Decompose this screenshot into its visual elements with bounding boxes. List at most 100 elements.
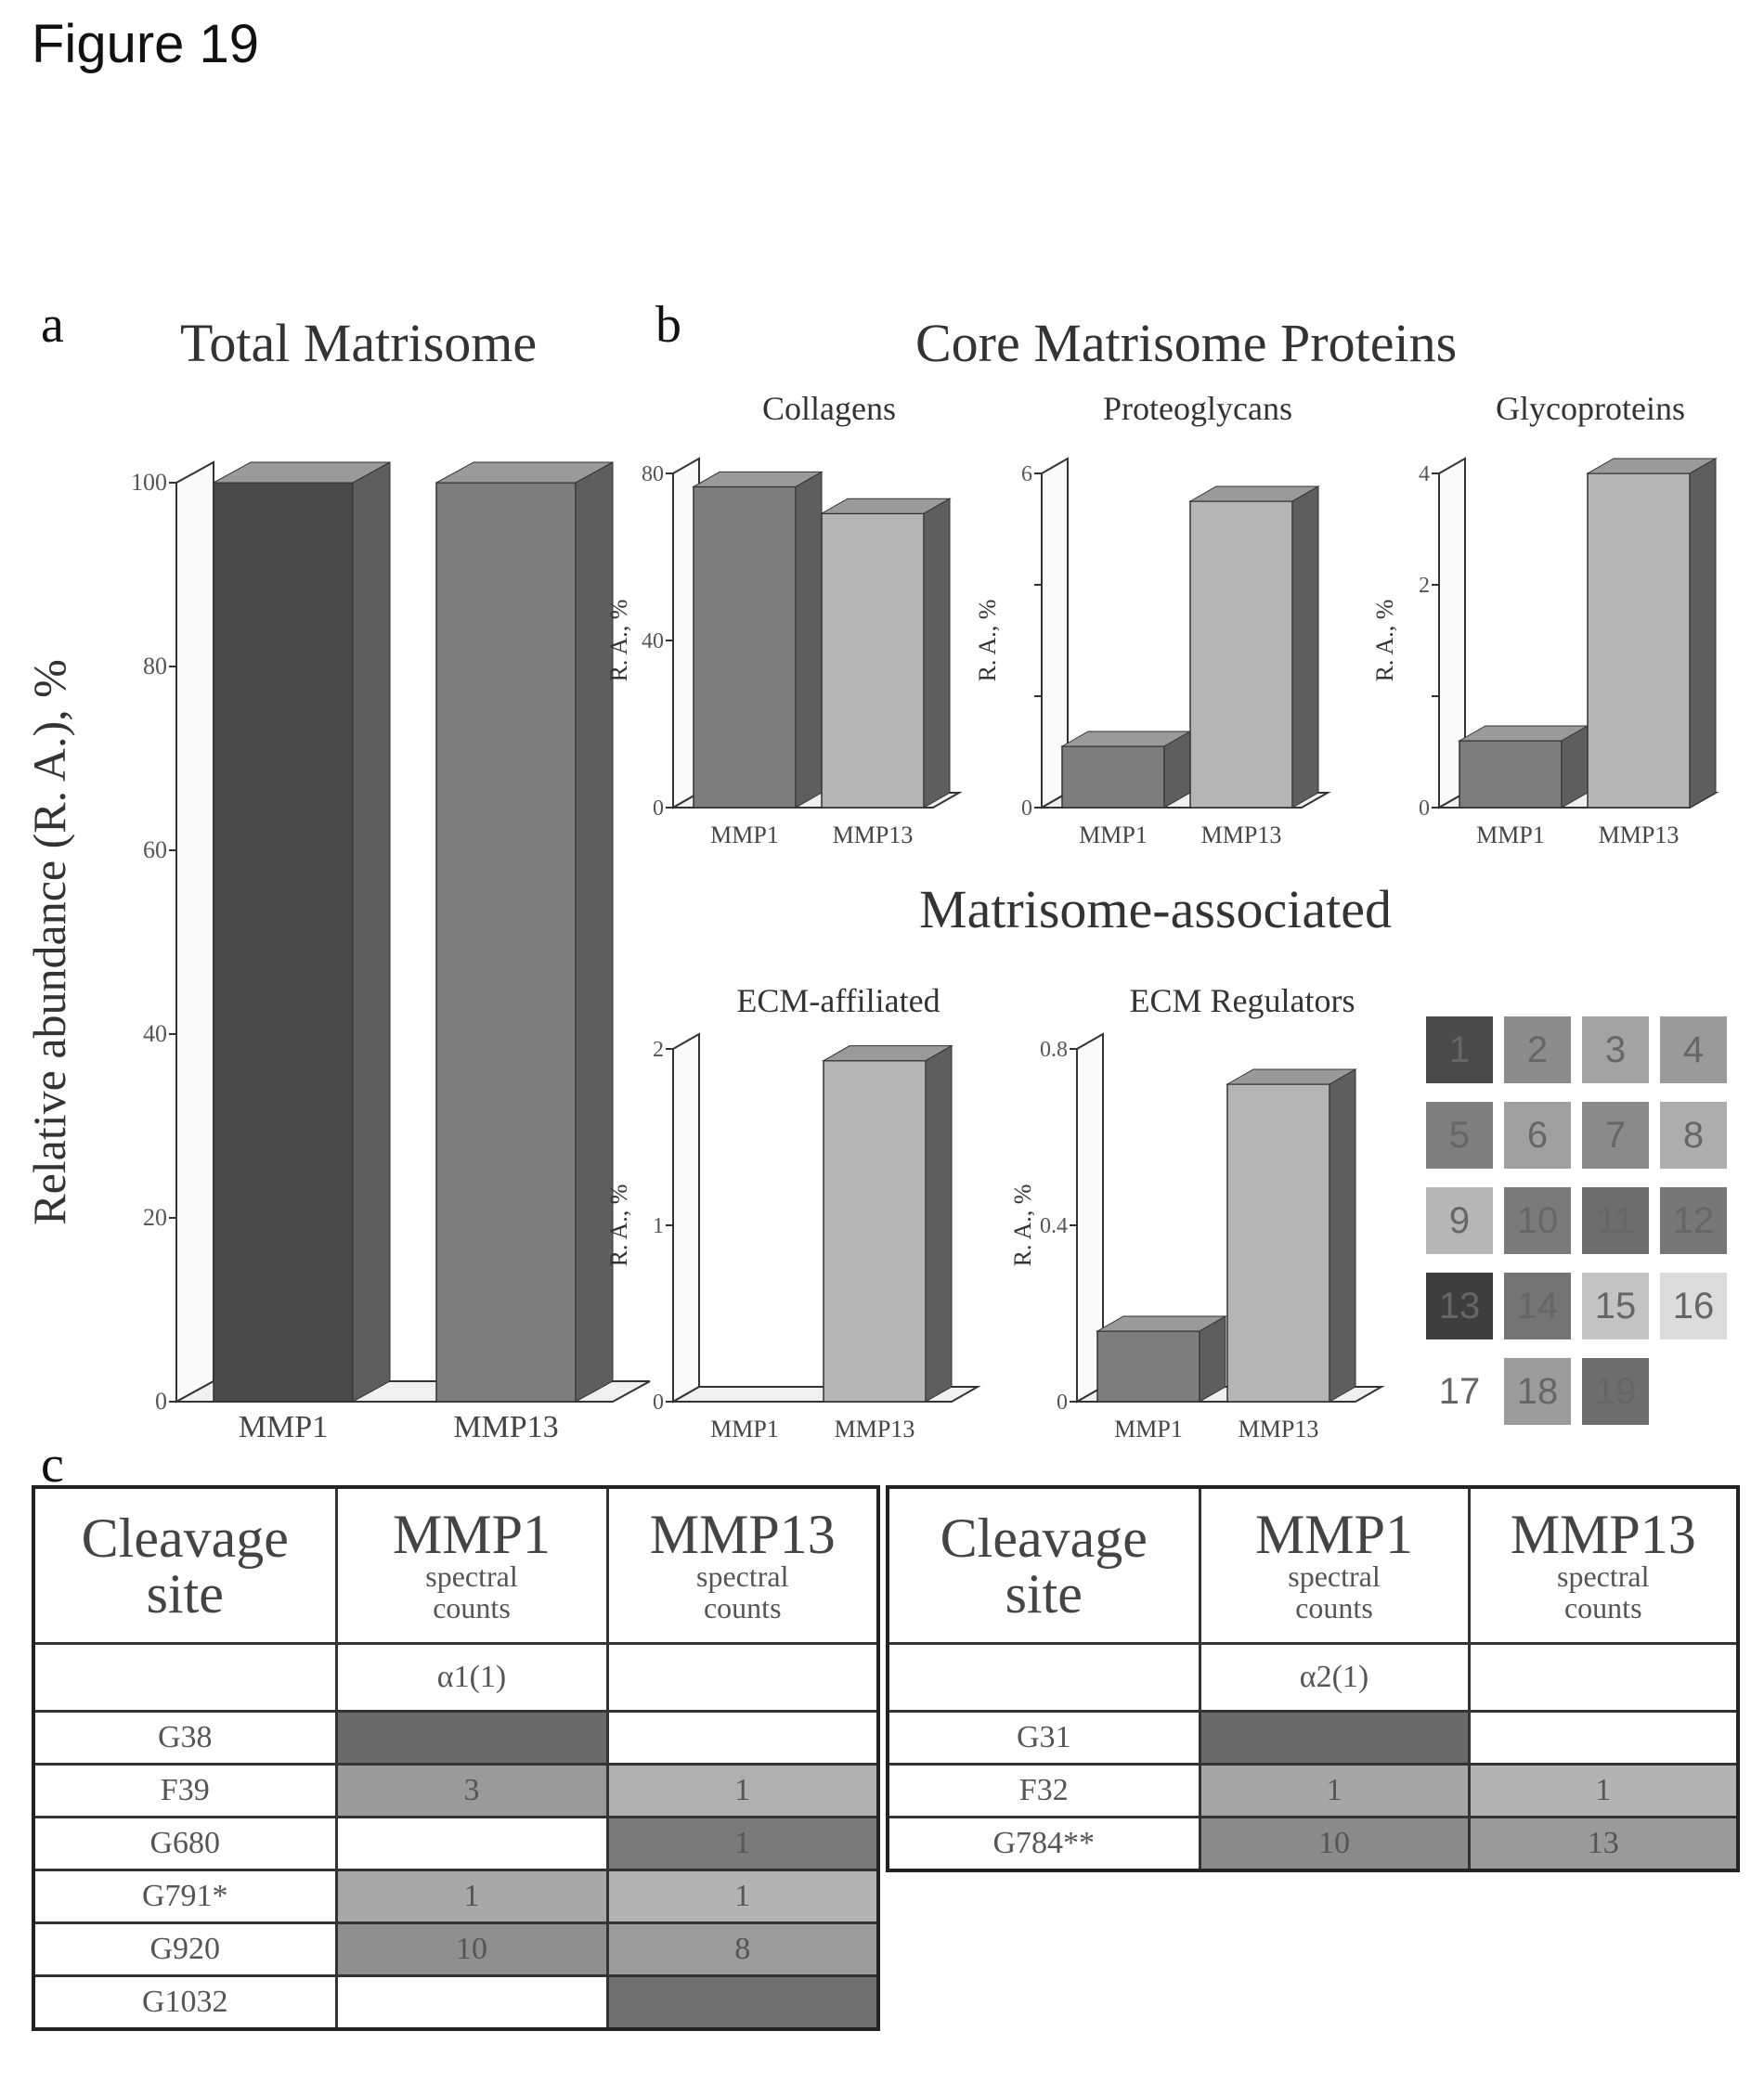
category-label: MMP1 [710, 1416, 779, 1443]
y-tick-label: 40 [143, 1020, 167, 1047]
y-tick-label: 0 [1021, 796, 1032, 821]
y-axis-label: R. A., % [605, 1184, 632, 1267]
cleavage-site-header: Cleavage site [32, 1485, 338, 1645]
legend-swatch: 4 [1660, 1016, 1727, 1083]
y-tick-label: 1 [653, 1214, 664, 1238]
y-tick-label: 80 [642, 462, 664, 486]
y-tick-label: 0.4 [1040, 1214, 1068, 1238]
mmp1-header: MMP1 spectral counts [334, 1485, 609, 1645]
table-row: F39 3 1 [32, 1763, 880, 1818]
bar-side [795, 471, 823, 809]
legend-swatch: 9 [1426, 1187, 1493, 1254]
cleavage-site-cell: F32 [886, 1763, 1201, 1818]
alpha2-table: Cleavage site MMP1 spectral counts MMP13… [886, 1485, 1740, 1872]
table-row: G784** 10 13 [886, 1816, 1740, 1872]
y-tick-label: 0 [653, 796, 664, 821]
bar [1189, 500, 1293, 809]
cleavage-site-header: Cleavage site [886, 1485, 1201, 1645]
legend-swatch: 11 [1582, 1187, 1649, 1254]
cleavage-site-cell: G791* [32, 1869, 338, 1924]
chart-title: ECM-affiliated [736, 982, 940, 1019]
chart-title: Glycoproteins [1496, 390, 1685, 427]
category-label: MMP1 [1079, 822, 1148, 848]
chart-side-wall [175, 460, 214, 1404]
mmp1-count-cell [334, 1710, 609, 1766]
mmp1-count-cell [1198, 1710, 1471, 1766]
chain-label: α2(1) [1198, 1642, 1471, 1713]
bar [435, 482, 577, 1403]
mmp1-header: MMP1 spectral counts [1198, 1485, 1471, 1645]
cleavage-site-cell: F39 [32, 1763, 338, 1818]
bar-side [1561, 725, 1589, 809]
bar [1459, 740, 1563, 809]
mmp13-count-cell: 13 [1467, 1816, 1740, 1872]
mmp13-count-cell: 1 [605, 1763, 880, 1818]
legend-swatch: 6 [1504, 1102, 1571, 1169]
y-tick-label: 0 [1419, 796, 1430, 821]
mmp13-count-cell: 8 [605, 1921, 880, 1977]
mmp1-count-cell: 10 [1198, 1816, 1471, 1872]
bar-side [575, 461, 614, 1403]
bar-side [1689, 458, 1717, 809]
cleavage-site-cell: G31 [886, 1710, 1201, 1766]
cleavage-site-cell: G784** [886, 1816, 1201, 1872]
category-label: MMP13 [835, 1416, 915, 1443]
table-row: G1032 [32, 1974, 880, 2031]
chart-title: Proteoglycans [1103, 390, 1292, 427]
bar-side [923, 498, 951, 809]
mmp1-count-cell [334, 1974, 609, 2031]
mmp13-header: MMP13 spectral counts [1467, 1485, 1740, 1645]
category-label: MMP1 [1114, 1416, 1183, 1443]
bar [693, 485, 797, 809]
legend-swatch: 8 [1660, 1102, 1727, 1169]
legend-swatch: 13 [1426, 1273, 1493, 1339]
y-tick-label: 4 [1419, 462, 1430, 486]
y-axis-label: R. A., % [1371, 600, 1398, 682]
mmp1-count-cell: 3 [334, 1763, 609, 1818]
mmp13-count-cell [605, 1974, 880, 2031]
category-label: MMP1 [710, 822, 779, 848]
chart-side-wall [672, 1032, 700, 1404]
legend-swatch: 15 [1582, 1273, 1649, 1339]
mmp1-count-cell [334, 1816, 609, 1871]
bar-side [1291, 485, 1319, 809]
category-label: MMP13 [1201, 822, 1282, 848]
table-row: G791* 1 1 [32, 1869, 880, 1924]
y-tick-label: 60 [143, 836, 167, 863]
figure-title: Figure 19 [32, 14, 260, 74]
mmp13-count-cell: 1 [605, 1869, 880, 1924]
cleavage-site-cell: G920 [32, 1921, 338, 1977]
chain-label: α1(1) [334, 1642, 609, 1713]
y-tick-label: 0 [653, 1391, 664, 1415]
cleavage-site-cell: G38 [32, 1710, 338, 1766]
legend-swatch: 19 [1582, 1358, 1649, 1425]
matrisome-associated-title: Matrisome-associated [919, 879, 1392, 939]
table-row: G38 [32, 1710, 880, 1766]
legend-swatch: 3 [1582, 1016, 1649, 1083]
bar-side [352, 461, 391, 1403]
panel-letter-c: c [41, 1436, 64, 1494]
bar [1587, 472, 1691, 809]
mmp1-count-cell: 1 [334, 1869, 609, 1924]
category-label: MMP13 [1239, 1416, 1319, 1443]
y-tick-label: 0 [1057, 1391, 1068, 1415]
chart-title: ECM Regulators [1130, 982, 1355, 1019]
category-label: MMP1 [1476, 822, 1545, 848]
alpha1-table: Cleavage site MMP1 spectral counts MMP13… [32, 1485, 880, 2031]
chain-blank-cell [32, 1642, 338, 1713]
bar [1096, 1330, 1200, 1403]
category-label: MMP13 [453, 1410, 558, 1444]
legend-swatch: 10 [1504, 1187, 1571, 1254]
y-axis-label: R. A., % [605, 600, 632, 682]
bar-side [1199, 1315, 1226, 1403]
legend-swatch: 1 [1426, 1016, 1493, 1083]
y-axis-label: R. A., % [974, 600, 1001, 682]
legend-swatch: 17 [1426, 1358, 1493, 1425]
bar [821, 512, 925, 809]
mmp13-count-cell: 1 [605, 1816, 880, 1871]
chain-blank-cell [886, 1642, 1201, 1713]
table-row: F32 1 1 [886, 1763, 1740, 1818]
category-label: MMP1 [239, 1410, 328, 1444]
mmp1-count-cell: 1 [1198, 1763, 1471, 1818]
